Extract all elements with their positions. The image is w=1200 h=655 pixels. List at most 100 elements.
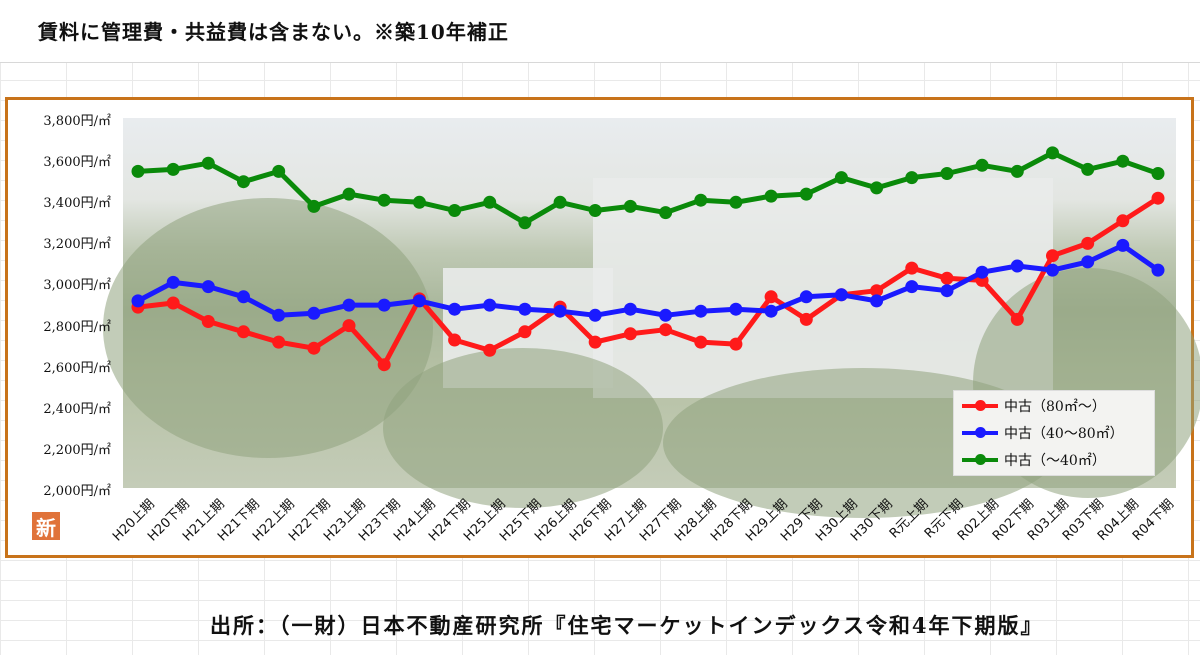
series-0-point[interactable]	[623, 327, 637, 341]
series-2-point[interactable]	[659, 206, 673, 220]
series-1-point[interactable]	[237, 290, 250, 304]
series-2-point[interactable]	[834, 171, 848, 185]
series-1-point[interactable]	[201, 280, 215, 294]
series-2-point[interactable]	[975, 158, 989, 172]
series-0-point[interactable]	[870, 284, 884, 298]
note-row: 賃料に管理費・共益費は含まない。※築10年補正	[0, 0, 1200, 63]
series-1-point[interactable]	[799, 290, 813, 304]
series-0-point[interactable]	[377, 358, 391, 372]
chart-legend: 中古（80㎡～） 中古（40～80㎡） 中古（～40㎡）	[953, 390, 1155, 476]
series-1-point[interactable]	[518, 302, 532, 316]
series-2-point[interactable]	[166, 162, 180, 176]
series-1-point[interactable]	[870, 294, 884, 308]
series-0-point[interactable]	[1081, 236, 1095, 250]
series-1-point[interactable]	[166, 275, 180, 289]
y-tick-label: 3,200円/㎡	[43, 237, 111, 253]
source-caption: 出所：（一財）日本不動産研究所『住宅マーケットインデックス令和4年下期版』	[210, 613, 1044, 638]
series-1-point[interactable]	[1081, 255, 1095, 269]
series-0-point[interactable]	[201, 315, 215, 328]
series-1-point[interactable]	[342, 298, 356, 312]
series-1-point[interactable]	[659, 308, 673, 322]
series-2-point[interactable]	[588, 204, 602, 217]
series-2-point[interactable]	[940, 167, 954, 180]
series-0-point[interactable]	[799, 312, 813, 326]
series-0-point[interactable]	[1010, 312, 1024, 326]
series-1-point[interactable]	[764, 304, 778, 318]
series-2-point[interactable]	[729, 195, 743, 209]
series-0-point[interactable]	[764, 290, 778, 304]
series-1-point[interactable]	[588, 308, 602, 322]
series-0-point[interactable]	[307, 341, 321, 355]
series-1-point[interactable]	[834, 288, 848, 302]
series-2-point[interactable]	[131, 164, 145, 178]
y-tick-label: 3,600円/㎡	[43, 155, 111, 171]
series-2-point[interactable]	[1081, 162, 1095, 176]
series-2-point[interactable]	[307, 199, 321, 213]
series-0-point[interactable]	[448, 333, 462, 347]
series-2-point[interactable]	[412, 195, 426, 209]
series-1-point[interactable]	[623, 302, 637, 316]
series-2-point[interactable]	[1010, 164, 1024, 178]
series-0-point[interactable]	[659, 323, 673, 337]
series-2-point[interactable]	[764, 189, 778, 203]
series-2-point[interactable]	[272, 164, 286, 178]
series-0-point[interactable]	[518, 325, 532, 339]
series-0-point[interactable]	[237, 325, 250, 339]
y-tick-label: 2,200円/㎡	[43, 442, 111, 458]
series-2-point[interactable]	[342, 187, 356, 201]
series-1-point[interactable]	[694, 304, 708, 318]
series-1-point[interactable]	[729, 302, 743, 316]
y-tick-label: 2,000円/㎡	[43, 484, 111, 499]
series-2-point[interactable]	[518, 216, 532, 230]
series-2-point[interactable]	[237, 175, 250, 189]
series-0-point[interactable]	[694, 335, 708, 349]
background-tree	[383, 348, 663, 508]
series-1-point[interactable]	[905, 280, 919, 294]
series-0-point[interactable]	[588, 335, 602, 349]
series-0-point[interactable]	[1116, 214, 1130, 228]
series-2-point[interactable]	[905, 171, 919, 185]
legend-swatch	[962, 400, 998, 411]
series-1-point[interactable]	[553, 304, 567, 318]
y-tick-label: 2,400円/㎡	[43, 401, 111, 417]
series-2-point[interactable]	[377, 193, 391, 207]
series-2-point[interactable]	[448, 204, 462, 217]
series-1-point[interactable]	[1116, 238, 1130, 252]
series-2-point[interactable]	[1151, 167, 1165, 180]
logo-icon: 新	[32, 512, 60, 540]
series-1-point[interactable]	[131, 294, 145, 308]
chart-frame[interactable]: 3,800円/㎡ 3,600円/㎡ 3,400円/㎡ 3,200円/㎡ 3,000円/㎡…	[5, 97, 1200, 558]
series-2-point[interactable]	[553, 195, 567, 209]
series-1-point[interactable]	[272, 308, 286, 322]
series-1-point[interactable]	[377, 298, 391, 312]
series-2-point[interactable]	[201, 156, 215, 170]
legend-label: 中古（80㎡～）	[1004, 399, 1106, 415]
series-2-point[interactable]	[623, 199, 637, 213]
series-1-point[interactable]	[448, 302, 462, 316]
series-1-point[interactable]	[1046, 263, 1059, 277]
series-0-point[interactable]	[342, 319, 356, 333]
series-0-point[interactable]	[483, 343, 497, 357]
series-1-point[interactable]	[1151, 263, 1165, 277]
series-0-point[interactable]	[272, 335, 286, 349]
series-2-point[interactable]	[483, 195, 497, 209]
series-2-point[interactable]	[870, 181, 884, 195]
series-0-point[interactable]	[1046, 249, 1059, 263]
series-0-point[interactable]	[940, 271, 954, 285]
series-0-point[interactable]	[905, 261, 919, 275]
series-0-point[interactable]	[166, 296, 180, 310]
series-1-point[interactable]	[975, 265, 989, 279]
series-1-point[interactable]	[307, 306, 321, 320]
series-2-point[interactable]	[1116, 154, 1130, 168]
series-1-point[interactable]	[1010, 259, 1024, 273]
legend-swatch	[962, 427, 998, 438]
series-2-point[interactable]	[694, 193, 708, 207]
legend-item: 中古（～40㎡）	[962, 449, 1106, 471]
series-2-point[interactable]	[799, 187, 813, 201]
series-0-point[interactable]	[1151, 191, 1165, 205]
series-1-point[interactable]	[940, 284, 954, 298]
series-1-point[interactable]	[412, 294, 426, 308]
series-0-point[interactable]	[729, 337, 743, 351]
series-1-point[interactable]	[483, 298, 497, 312]
series-2-point[interactable]	[1046, 146, 1059, 160]
